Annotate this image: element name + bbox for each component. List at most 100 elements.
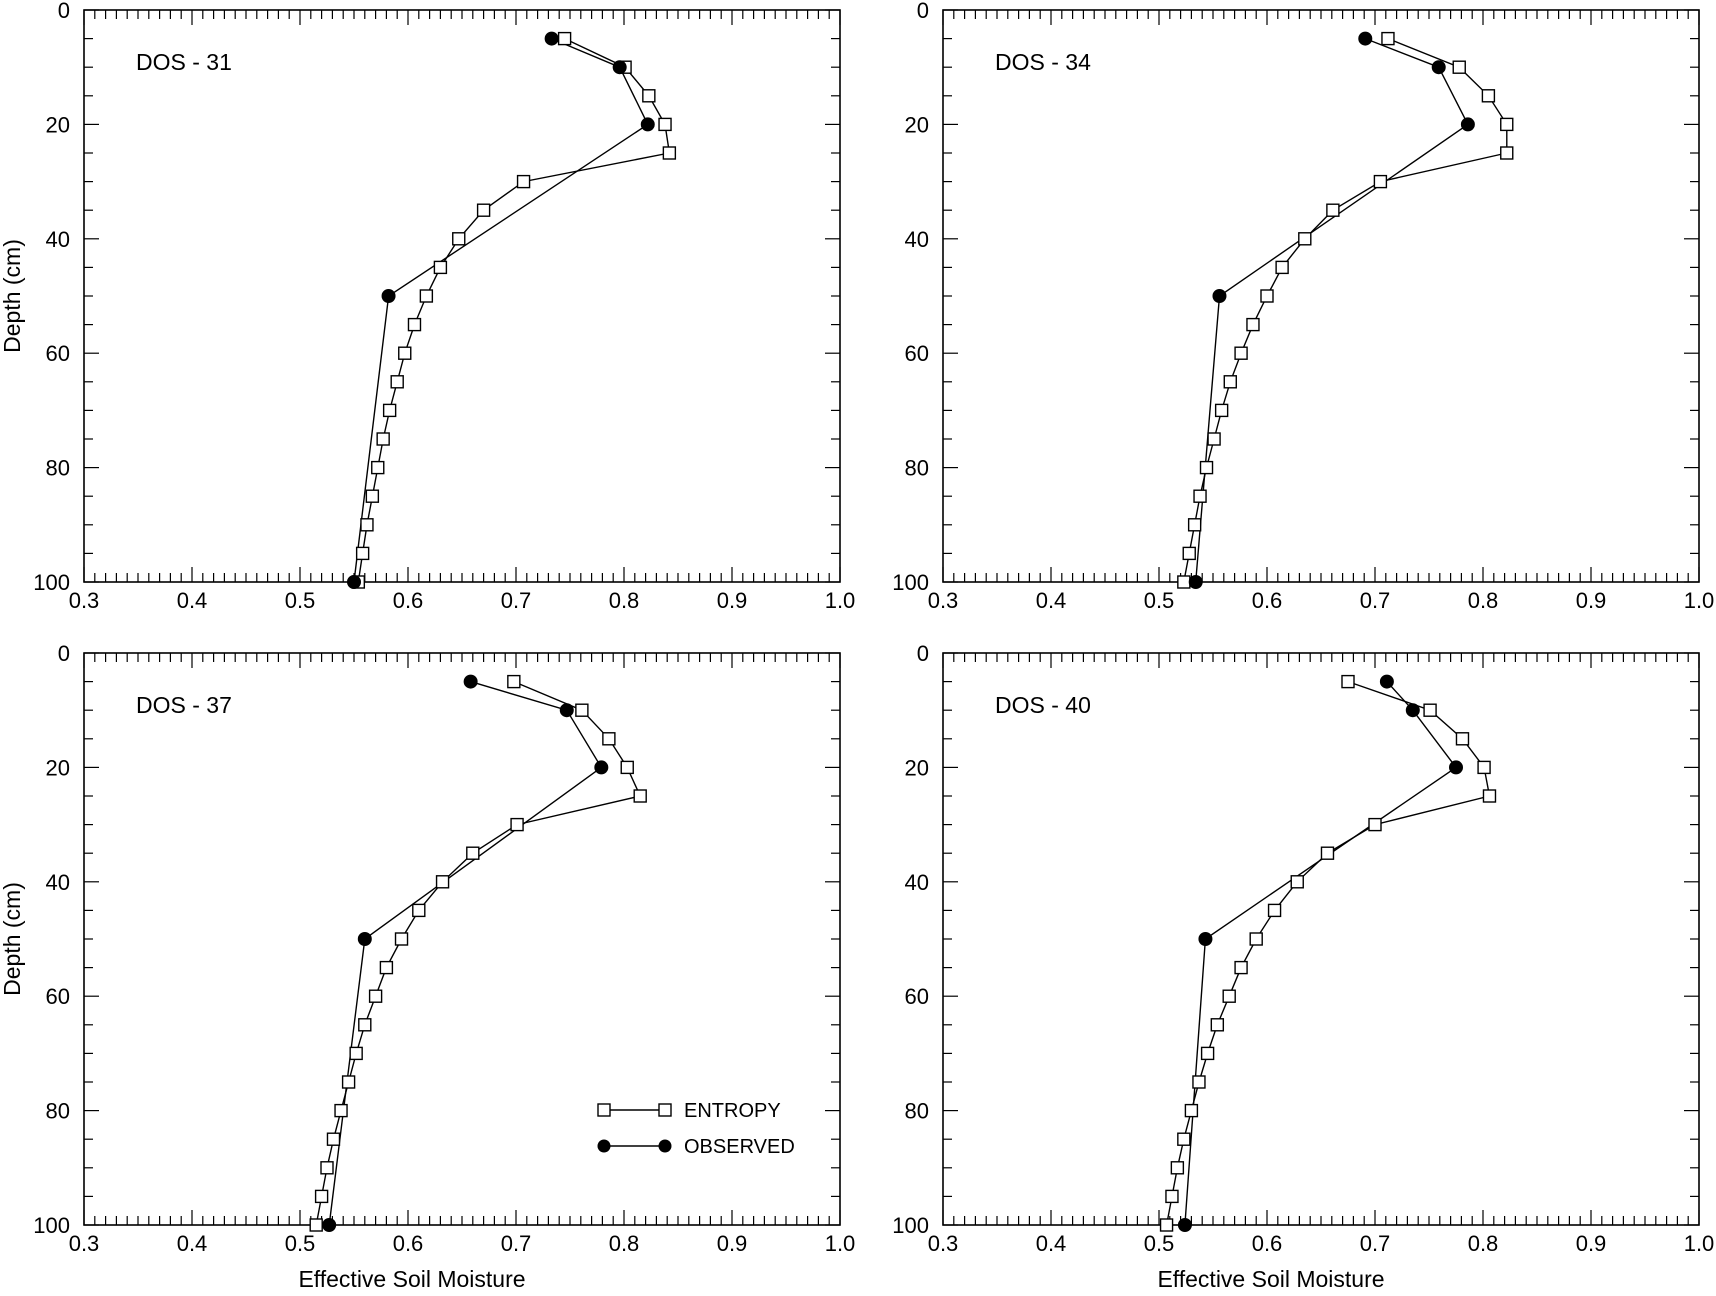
x-tick-label: 0.7 — [501, 1231, 532, 1256]
entropy-point — [398, 346, 412, 360]
observed-series-line — [1184, 681, 1458, 1226]
observed-point — [463, 674, 478, 689]
entropy-point — [358, 1018, 372, 1032]
y-tick-label: 100 — [33, 570, 70, 595]
entropy-point — [658, 117, 672, 132]
entropy-point — [376, 432, 390, 446]
observed-point — [1449, 760, 1463, 775]
observed-point — [559, 703, 574, 718]
entropy-point — [1234, 960, 1248, 975]
entropy-point — [355, 546, 370, 561]
entropy-point — [1177, 1132, 1191, 1146]
x-tick-label: 0.8 — [1468, 1231, 1499, 1256]
entropy-point — [620, 760, 634, 775]
legend-label: OBSERVED — [684, 1136, 795, 1158]
y-axis-title: Depth (cm) — [0, 882, 25, 996]
entropy-point — [419, 289, 434, 303]
observed-point — [594, 760, 609, 775]
panel-label: DOS - 40 — [995, 692, 1091, 718]
entropy-point — [1260, 289, 1274, 303]
entropy-point — [1177, 575, 1191, 589]
tick-marks — [942, 652, 1700, 1226]
entropy-point — [1184, 1103, 1199, 1118]
entropy-point — [575, 703, 589, 717]
y-tick-label: 100 — [892, 1213, 929, 1238]
y-tick-label: 20 — [46, 112, 70, 137]
entropy-point — [1368, 817, 1382, 832]
y-tick-label: 80 — [46, 1099, 70, 1124]
chart-panel-4: 0.3 0.4 0.5 0.6 0.7 0.8 0.9 1.0 0 20 40 60 80 100 Effe… — [892, 641, 1714, 1292]
x-tick-label: 0.7 — [501, 588, 532, 613]
entropy-point — [1373, 174, 1388, 189]
entropy-point — [1326, 203, 1340, 217]
entropy-point — [1267, 903, 1282, 918]
x-tick-label: 0.5 — [1144, 588, 1175, 613]
x-tick-label: 0.4 — [1036, 588, 1067, 613]
observed-series-line — [353, 37, 649, 583]
observed-point — [544, 31, 559, 46]
chart-panel-3: 0.3 0.4 0.5 0.6 0.7 0.8 0.9 1.0 0 20 40 60 80 100 Dept… — [0, 641, 855, 1292]
entropy-point — [602, 732, 616, 746]
observed-point — [1405, 703, 1420, 718]
y-tick-label: 0 — [58, 641, 70, 666]
entropy-point — [1214, 403, 1229, 418]
x-tick-label: 0.9 — [717, 588, 748, 613]
entropy-point — [452, 232, 466, 246]
entropy-point — [1222, 989, 1236, 1003]
y-tick-label: 60 — [46, 341, 70, 366]
y-tick-label: 80 — [46, 456, 70, 481]
entropy-point — [1165, 1189, 1179, 1204]
observed-point — [1431, 60, 1446, 75]
entropy-point — [1200, 1046, 1215, 1061]
entropy-point — [334, 1103, 348, 1118]
entropy-point — [1455, 732, 1470, 746]
y-tick-label: 40 — [46, 870, 70, 895]
x-axis-title: Effective Soil Moisture — [1157, 1266, 1384, 1292]
entropy-point — [1207, 432, 1221, 446]
x-tick-label: 0.7 — [1360, 588, 1391, 613]
entropy-series-line — [357, 37, 671, 583]
entropy-point — [1500, 146, 1514, 160]
entropy-point — [1159, 1218, 1174, 1232]
y-tick-label: 20 — [905, 755, 929, 780]
observed-point — [1379, 674, 1394, 689]
x-tick-label: 0.6 — [393, 588, 424, 613]
y-tick-label: 20 — [905, 112, 929, 137]
y-tick-label: 80 — [905, 456, 929, 481]
x-tick-label: 0.3 — [928, 588, 959, 613]
x-tick-label: 0.6 — [393, 1231, 424, 1256]
x-tick-label: 0.4 — [177, 588, 208, 613]
entropy-point — [1341, 674, 1355, 689]
observed-point — [357, 932, 372, 946]
entropy-point — [1500, 117, 1514, 132]
x-tick-label: 1.0 — [1684, 588, 1715, 613]
tick-marks — [83, 9, 841, 583]
x-tick-label: 1.0 — [825, 588, 856, 613]
entropy-point — [507, 674, 521, 689]
observed-point — [1188, 575, 1203, 589]
x-tick-label: 0.8 — [609, 588, 640, 613]
y-tick-label: 0 — [58, 0, 70, 23]
entropy-point — [1170, 1161, 1185, 1175]
x-tick-label: 0.4 — [1036, 1231, 1067, 1256]
entropy-point — [1223, 375, 1237, 389]
y-tick-label: 60 — [905, 341, 929, 366]
x-tick-label: 0.5 — [285, 588, 316, 613]
y-tick-label: 40 — [46, 227, 70, 252]
y-tick-label: 80 — [905, 1099, 929, 1124]
x-tick-label: 0.5 — [285, 1231, 316, 1256]
observed-series-line — [328, 680, 603, 1226]
x-tick-label: 0.9 — [717, 1231, 748, 1256]
observed-point — [381, 289, 396, 303]
entropy-point — [1234, 346, 1248, 360]
y-tick-label: 60 — [905, 984, 929, 1009]
entropy-point — [394, 932, 409, 946]
entropy-point — [314, 1189, 329, 1204]
x-tick-label: 1.0 — [825, 1231, 856, 1256]
y-tick-label: 0 — [917, 0, 929, 23]
entropy-series-line — [1165, 680, 1491, 1226]
y-tick-label: 100 — [33, 1213, 70, 1238]
entropy-point — [371, 460, 385, 475]
entropy-point — [326, 1132, 341, 1146]
legend-observed-marker — [597, 1139, 611, 1153]
